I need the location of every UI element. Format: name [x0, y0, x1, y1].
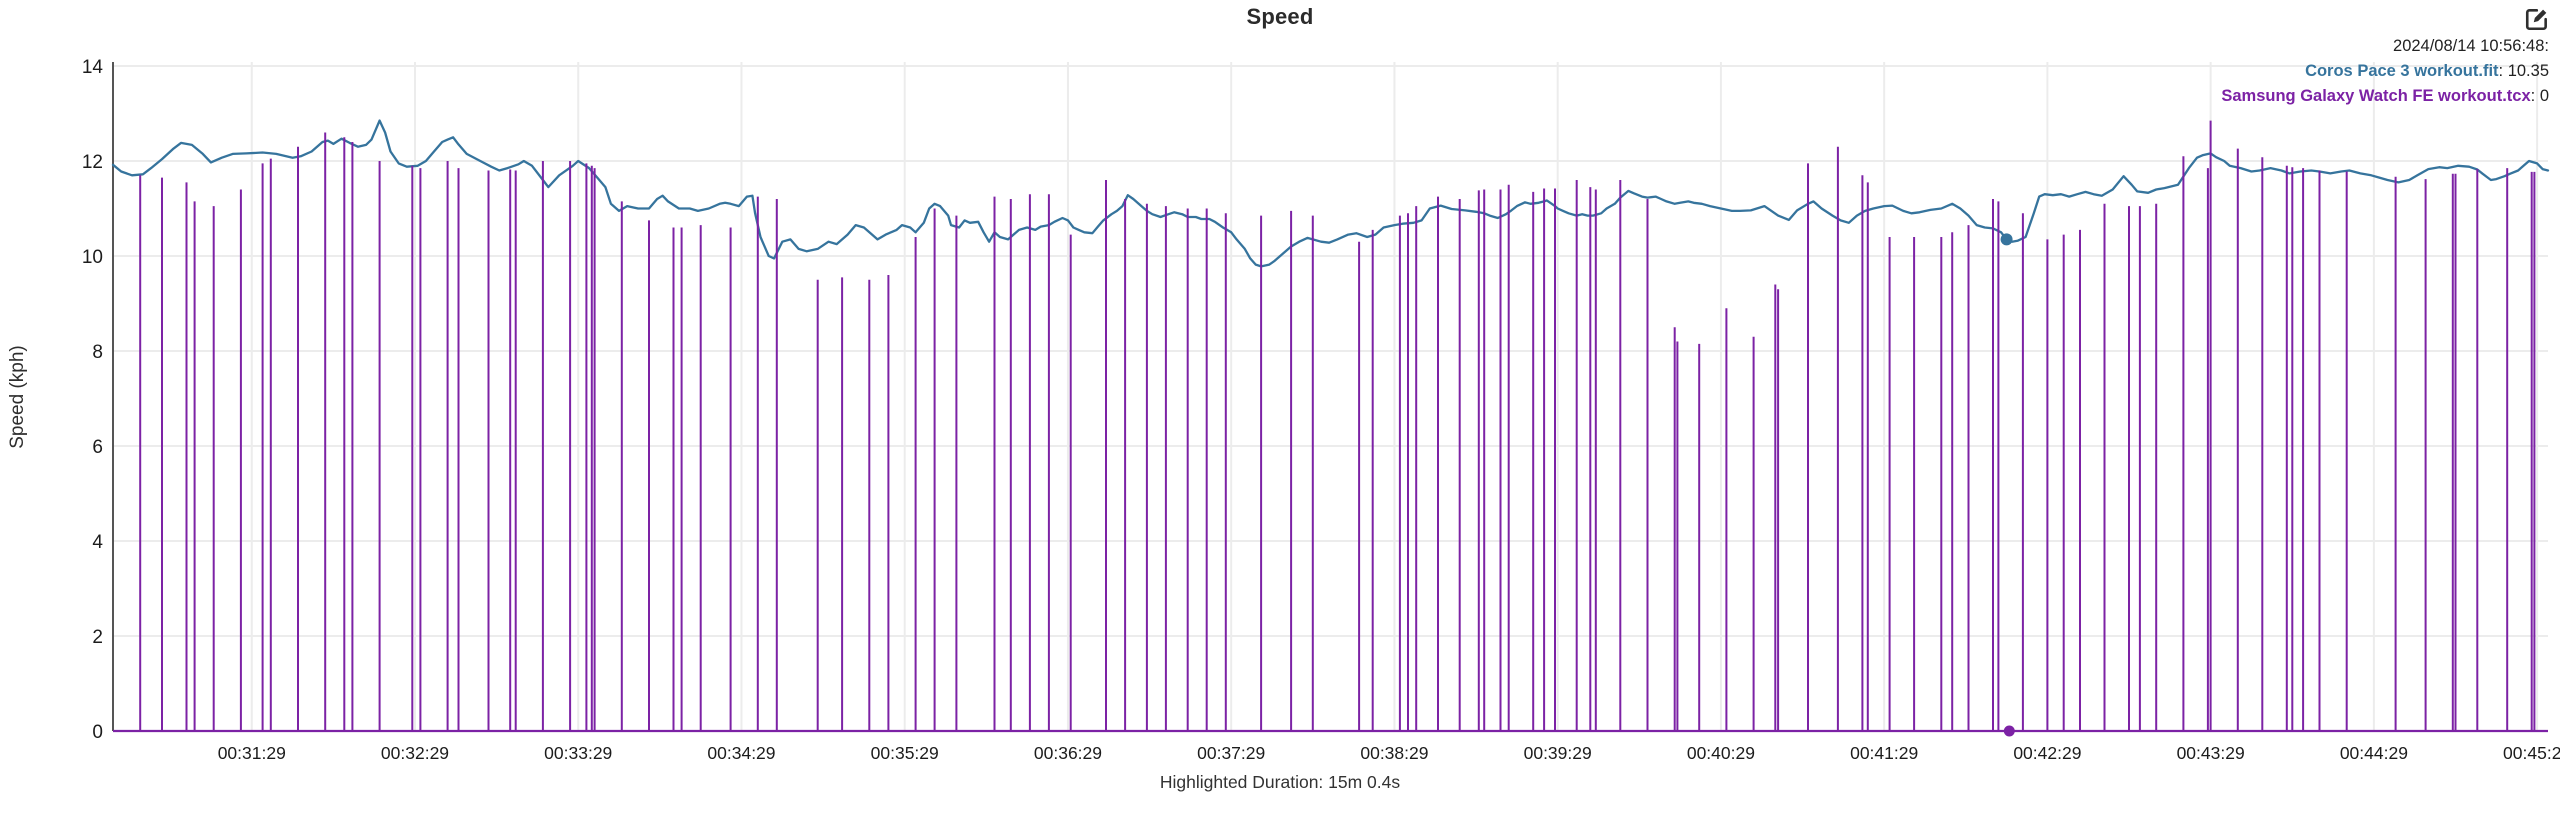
y-tick-label: 10: [82, 247, 103, 268]
hover-marker-coros: [2000, 233, 2013, 246]
x-tick-label: 00:45:29: [2503, 743, 2560, 763]
x-tick-label: 00:41:29: [1850, 743, 1918, 763]
x-tick-label: 00:34:29: [707, 743, 775, 763]
x-tick-label: 00:35:29: [871, 743, 939, 763]
x-tick-label: 00:44:29: [2340, 743, 2408, 763]
coros-line-series: [111, 119, 2550, 268]
x-tick-label: 00:43:29: [2177, 743, 2245, 763]
pen-square-icon: [2525, 9, 2547, 31]
y-tick-label: 12: [82, 152, 103, 173]
x-tick-label: 00:38:29: [1360, 743, 1428, 763]
samsung-spike-series: [139, 120, 2536, 731]
y-tick-label: 14: [82, 57, 104, 78]
y-tick-label: 8: [92, 342, 103, 363]
highlighted-duration-label: Highlighted Duration: 15m 0.4s: [1159, 772, 1401, 792]
chart-title: Speed: [1246, 4, 1314, 29]
x-tick-label: 00:33:29: [544, 743, 612, 763]
x-tick-label: 00:37:29: [1197, 743, 1265, 763]
y-tick-label: 6: [92, 437, 103, 458]
x-tick-label: 00:42:29: [2013, 743, 2081, 763]
x-tick-label: 00:40:29: [1687, 743, 1755, 763]
y-tick-label: 2: [92, 627, 103, 648]
x-tick-label: 00:39:29: [1524, 743, 1592, 763]
y-tick-label: 0: [92, 722, 103, 743]
edit-chart-icon[interactable]: [2524, 6, 2550, 32]
x-tick-label: 00:31:29: [218, 743, 286, 763]
x-tick-label: 00:36:29: [1034, 743, 1102, 763]
x-tick-label: 00:32:29: [381, 743, 449, 763]
hover-marker-samsung: [2003, 725, 2015, 737]
y-tick-label: 4: [92, 532, 103, 553]
